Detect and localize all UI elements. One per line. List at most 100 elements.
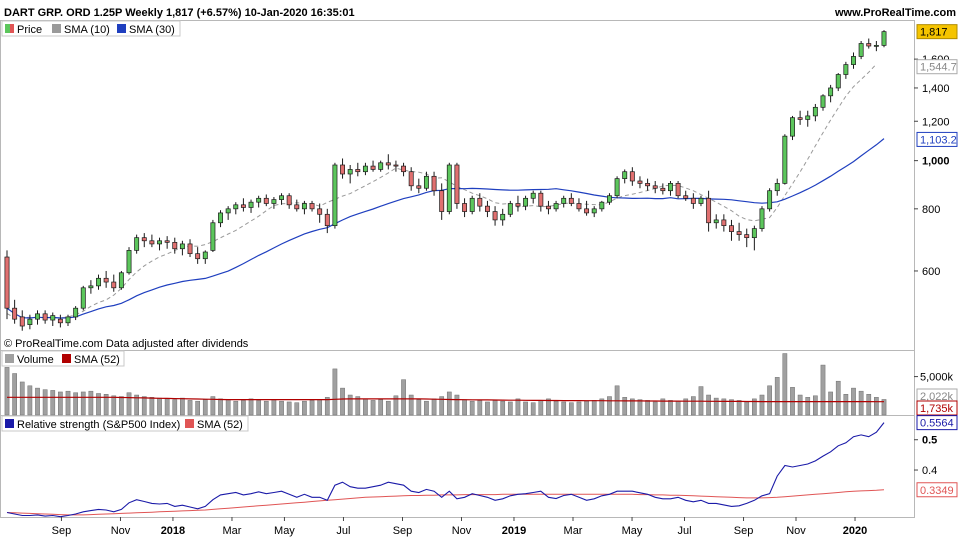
volume-bar [530, 402, 536, 416]
badge-box [916, 24, 958, 40]
candle-body [80, 287, 86, 309]
rs-line [6, 422, 885, 518]
candle-body [690, 197, 696, 204]
candle-body [469, 197, 475, 212]
volume-bar [782, 353, 788, 416]
volume-bar [568, 402, 574, 416]
volume-bar [507, 401, 513, 416]
site-label: www.ProRealTime.com [834, 7, 956, 19]
candle-body [202, 251, 208, 260]
candle-body [866, 43, 872, 47]
rs-lines-layer [6, 422, 885, 518]
volume-bar [385, 400, 391, 416]
x-tick-label: 2020 [843, 525, 867, 537]
volume-bar [279, 400, 284, 416]
volume-bar [317, 399, 323, 416]
volume-bar [58, 391, 63, 416]
candle-body [149, 240, 155, 245]
volume-bar [523, 401, 528, 416]
candle-body [12, 307, 18, 320]
candle-body [828, 87, 834, 97]
volume-bar [660, 398, 666, 416]
volume-bar [309, 400, 315, 416]
volume-bar [80, 391, 86, 416]
volume-bar [256, 400, 262, 416]
rs-tick-label: 0.5 [922, 435, 937, 447]
volume-bar [683, 398, 689, 416]
legend-price-label: Price [17, 24, 42, 36]
candle-body [233, 204, 239, 210]
volume-bar [622, 397, 628, 416]
x-tick-label: May [622, 525, 643, 537]
candle-body [462, 203, 468, 212]
candle-body [385, 162, 391, 166]
candle-body [660, 187, 666, 192]
data-note: © ProRealTime.com Data adjusted after di… [4, 338, 249, 350]
candle-body [515, 203, 521, 207]
volume-bar [462, 399, 467, 416]
candle-body [355, 169, 361, 173]
candle-body [553, 203, 559, 210]
candle-body [423, 175, 429, 189]
volume-bar [538, 400, 544, 416]
candle-body [225, 208, 231, 214]
volume-bar [27, 385, 33, 416]
volume-bar [576, 401, 582, 416]
volume-bar [485, 401, 490, 416]
x-tick-label: Mar [564, 525, 583, 537]
candle-body [347, 169, 353, 175]
candle-body [4, 256, 10, 309]
volume-bar [50, 390, 56, 416]
candle-body [713, 219, 719, 224]
candle-body [607, 195, 612, 203]
volume-bar [492, 400, 498, 416]
volume-bar [820, 364, 826, 416]
volume-bar [477, 400, 483, 416]
volume-bar [767, 385, 772, 416]
volume-bar [241, 400, 246, 416]
candle-body [652, 185, 658, 189]
price-tick-label: 1,000 [922, 156, 950, 168]
legend-volume-sma-label: SMA (52) [74, 354, 120, 366]
x-tick-label: Nov [452, 525, 472, 537]
badge-box [916, 415, 958, 431]
volume-bar [347, 394, 353, 416]
legend-volume-label: Volume [17, 354, 54, 366]
candle-body [248, 201, 254, 208]
volume-bar [164, 398, 170, 416]
x-tick-label: 2019 [502, 525, 526, 537]
candle-body [324, 213, 330, 227]
candle-body [599, 201, 605, 210]
candle-body [843, 64, 849, 75]
volume-bar [813, 395, 818, 416]
candle-body [584, 208, 590, 214]
candles-layer [4, 30, 887, 331]
candle-body [668, 183, 673, 192]
legend-rs-label: Relative strength (S&P500 Index) [17, 419, 180, 431]
volume-bar [500, 400, 506, 416]
volume-bar [210, 396, 216, 416]
volume-bar [744, 401, 750, 416]
x-tick-label: Sep [734, 525, 754, 537]
volume-bar [446, 391, 452, 416]
sma10-layer [6, 63, 877, 319]
rs-legend: Relative strength (S&P500 Index) SMA (52… [1, 415, 249, 432]
candle-body [446, 164, 452, 212]
candle-body [797, 117, 803, 120]
candle-body [195, 253, 201, 260]
candle-body [790, 117, 795, 137]
volume-bar [713, 397, 719, 416]
volume-bar [828, 391, 833, 416]
badge-box [916, 482, 958, 498]
candle-body [538, 192, 544, 207]
candle-body [500, 213, 506, 221]
candle-body [614, 178, 620, 197]
volume-bar [668, 400, 673, 416]
candle-body [820, 95, 826, 108]
rs-panel-frame [0, 415, 915, 518]
price-tick-label: 1,200 [922, 116, 950, 128]
volume-bar [690, 396, 696, 416]
candle-body [851, 56, 856, 65]
candle-body [858, 43, 864, 57]
